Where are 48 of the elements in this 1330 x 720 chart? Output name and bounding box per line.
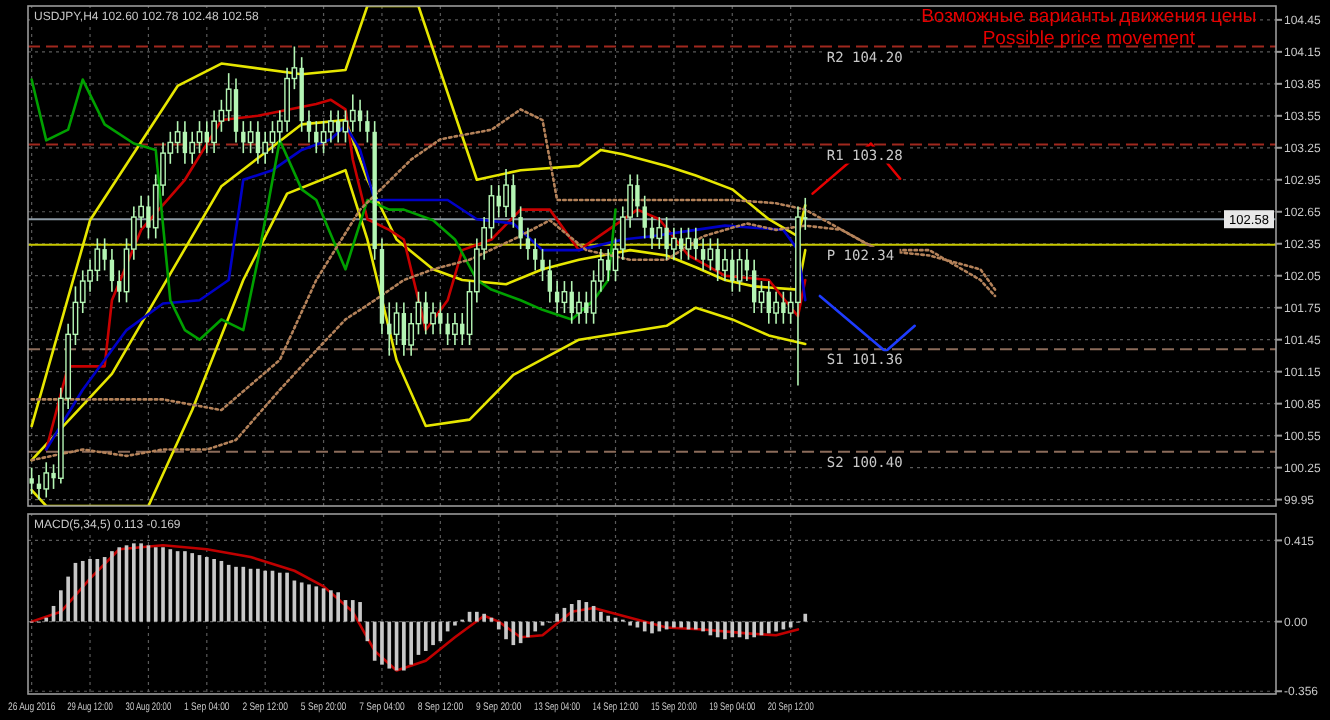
candlestick <box>445 312 450 346</box>
candlestick <box>540 248 545 282</box>
candlestick <box>751 258 757 314</box>
candlestick <box>635 173 640 218</box>
candlestick <box>656 216 663 250</box>
candlestick <box>730 248 735 293</box>
candlestick <box>503 168 509 218</box>
line-series <box>30 544 800 672</box>
candlestick <box>707 237 714 272</box>
candlestick <box>642 194 647 240</box>
candlestick <box>518 205 523 250</box>
candlestick <box>423 290 428 336</box>
candlestick <box>357 99 363 133</box>
candlestick <box>700 237 706 272</box>
candlestick <box>430 301 436 336</box>
candlestick <box>781 290 786 325</box>
candlestick <box>547 258 553 304</box>
candlestick <box>29 466 34 496</box>
candlestick <box>715 237 720 282</box>
candlestick <box>569 280 574 325</box>
candlestick <box>306 109 312 144</box>
candlestick <box>327 109 334 144</box>
candlestick <box>43 461 50 499</box>
candlestick <box>693 226 698 261</box>
candlestick <box>664 216 669 261</box>
candlestick <box>349 93 356 133</box>
candlestick <box>211 109 217 154</box>
candlestick <box>401 301 407 357</box>
candlestick <box>452 312 458 346</box>
candlestick <box>365 109 370 144</box>
candlestick <box>679 226 684 261</box>
line-series <box>30 78 617 341</box>
candlestick <box>671 226 677 261</box>
line-series <box>30 6 807 428</box>
annotation: Возможные варианты движения цены <box>921 6 1257 28</box>
candlestick <box>525 226 531 261</box>
candlestick <box>766 280 771 325</box>
candlestick <box>438 301 443 336</box>
annotation: Possible price movement <box>982 28 1196 50</box>
candlestick <box>511 173 516 229</box>
line-series <box>30 168 807 506</box>
candlestick <box>102 237 107 272</box>
candlestick <box>255 120 261 165</box>
candlestick <box>182 120 188 165</box>
candlestick <box>335 109 341 144</box>
candlestick <box>109 248 115 293</box>
candlestick <box>533 237 538 272</box>
candlestick <box>233 77 239 144</box>
